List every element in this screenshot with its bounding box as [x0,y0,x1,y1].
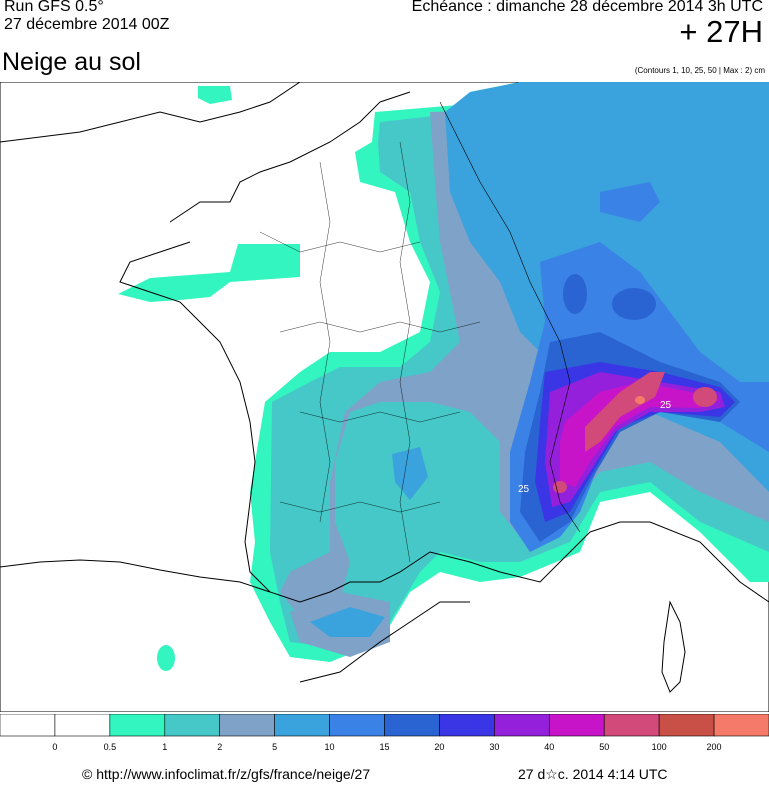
legend-swatch [494,714,550,737]
legend-swatch [219,714,275,737]
legend-tick-label: 40 [544,742,554,752]
run-label: Run GFS 0.5° [4,0,104,15]
legend-tick-label: 2 [217,742,222,752]
legend-tick-label: 100 [652,742,667,752]
coastline-uk [0,82,301,143]
border-inner [259,141,481,563]
legend-tick-label: 15 [379,742,389,752]
legend-swatch [0,714,56,737]
legend-tick-label: 0 [52,742,57,752]
snow-field-10-north [600,182,660,222]
snow-field-5-pyrenees [310,607,385,637]
footer-timestamp: 27 d☆c. 2014 4:14 UTC [518,766,668,782]
snow-field-15-spot [612,288,656,320]
snow-map: 25 25 [0,82,769,712]
legend-swatch [548,714,605,737]
contour-label: 25 [518,484,530,495]
legend-tick-label: 20 [434,742,444,752]
forecast-hour: + 27H [679,14,763,49]
snow-field-50-east [693,387,717,407]
legend-swatch [329,714,385,737]
legend-swatch [603,714,660,737]
legend-swatches [0,714,769,737]
map-title: Neige au sol [2,48,141,76]
footer-url[interactable]: © http://www.infoclimat.fr/z/gfs/france/… [82,766,371,782]
coastline-france [119,91,591,603]
boundaries [0,82,769,693]
echeance-label: Echéance : dimanche 28 décembre 2014 3h … [411,0,763,15]
coastline-italy [589,521,769,603]
legend-swatch [274,714,330,737]
legend-swatch [109,714,166,737]
legend-swatch [713,714,769,737]
color-legend: 0 0.5 1 2 5 10 15 20 30 40 50 100 200 [0,714,769,752]
snow-field-05-brittany [118,244,300,302]
coastline-spain [0,559,470,683]
contour-label: 25 [660,400,672,411]
snow-field-15-spot2 [563,274,587,314]
legend-tick-label: 10 [325,742,335,752]
legend-swatch [164,714,221,737]
legend-swatch [658,714,715,737]
snow-field-50 [585,372,665,452]
legend-swatch [384,714,440,737]
snow-field-40 [560,382,720,487]
legend-tick-label: 30 [489,742,499,752]
snow-field-100-peak [635,396,645,404]
legend-tick-label: 1 [162,742,167,752]
contours-note: (Contours 1, 10, 25, 50 | Max : 2) cm [634,66,765,75]
legend-tick-label: 200 [707,742,722,752]
legend-ticks: 0 0.5 1 2 5 10 15 20 30 40 50 100 200 [52,742,721,752]
snow-field-05-spot [198,86,232,104]
legend-tick-label: 0.5 [104,742,117,752]
snow-fields [118,82,769,671]
snow-field-5-spot [392,447,428,500]
snow-field-5-spot-north [506,220,530,268]
legend-swatch [54,714,111,737]
legend-tick-label: 5 [272,742,277,752]
border-east [439,101,581,533]
run-date: 27 décembre 2014 00Z [4,16,170,33]
snow-field-50-south [553,481,567,493]
snow-field-05-pyrenees-spot [157,645,175,671]
legend-swatch [439,714,495,737]
corsica [661,600,686,693]
legend-tick-label: 50 [599,742,609,752]
